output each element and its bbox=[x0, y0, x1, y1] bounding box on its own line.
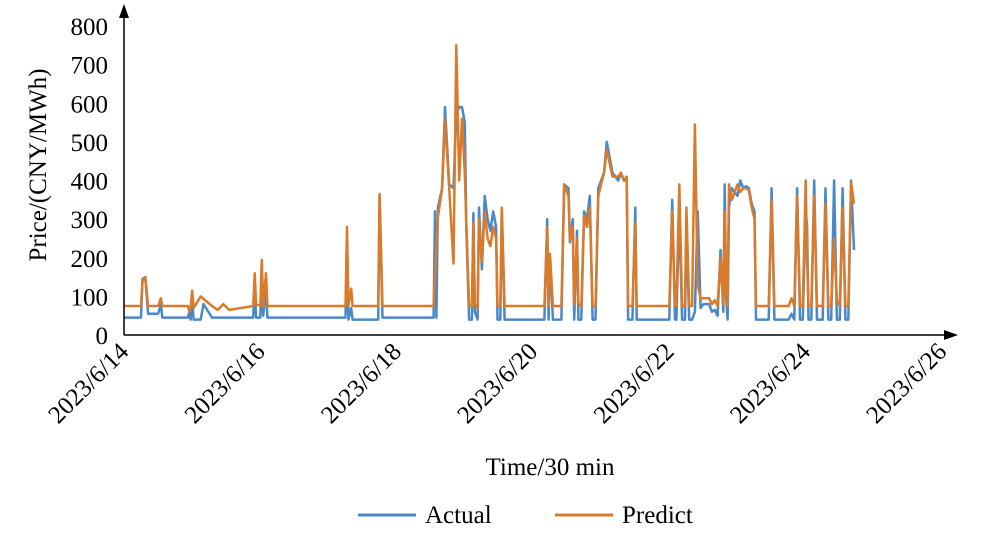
plot-area bbox=[124, 44, 856, 321]
y-axis-title: Price/(CNY/MWh) bbox=[25, 68, 52, 261]
x-tick-label: 2023/6/16 bbox=[180, 338, 271, 429]
x-tick-label: 2023/6/18 bbox=[316, 338, 407, 429]
y-tick-label: 200 bbox=[71, 246, 109, 273]
y-tick-label: 400 bbox=[71, 169, 109, 196]
x-tick-label: 2023/6/14 bbox=[43, 338, 134, 429]
y-tick-label: 0 bbox=[96, 323, 109, 350]
y-tick-label: 600 bbox=[71, 91, 109, 118]
y-tick-label: 300 bbox=[71, 207, 109, 234]
x-tick-label: 2023/6/22 bbox=[589, 338, 680, 429]
legend-label-predict: Predict bbox=[622, 502, 693, 529]
legend: Actual Predict bbox=[358, 502, 693, 529]
x-tick-labels: 2023/6/14 2023/6/16 2023/6/18 2023/6/20 2023… bbox=[43, 338, 952, 429]
x-tick-label: 2023/6/20 bbox=[452, 338, 543, 429]
x-tick-label: 2023/6/26 bbox=[861, 338, 952, 429]
y-tick-label: 100 bbox=[71, 284, 109, 311]
series-line-actual bbox=[124, 105, 856, 321]
x-tick-label: 2023/6/24 bbox=[725, 338, 816, 429]
series-line-predict bbox=[124, 44, 856, 314]
y-tick-labels: 0 100 200 300 400 500 600 700 800 bbox=[71, 14, 109, 350]
x-axis-arrow-icon bbox=[944, 330, 958, 340]
y-tick-label: 500 bbox=[71, 130, 109, 157]
y-axis-arrow-icon bbox=[119, 4, 129, 18]
x-axis-title: Time/30 min bbox=[486, 454, 615, 481]
y-tick-label: 700 bbox=[71, 53, 109, 80]
legend-label-actual: Actual bbox=[425, 502, 492, 529]
y-tick-label: 800 bbox=[71, 14, 109, 41]
